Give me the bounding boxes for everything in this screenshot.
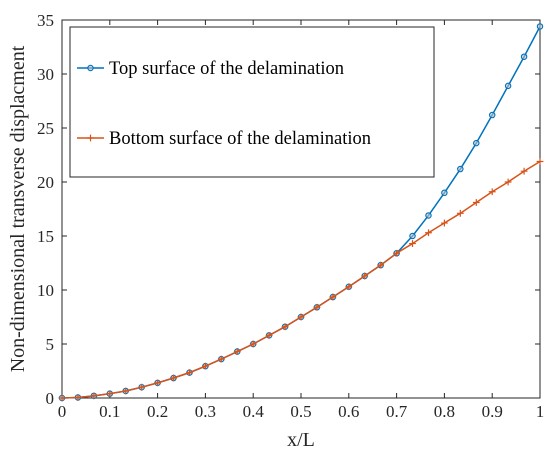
legend-item: Bottom surface of the delamination bbox=[77, 129, 371, 149]
data-point bbox=[233, 348, 241, 355]
data-point bbox=[409, 232, 416, 240]
data-point bbox=[488, 188, 496, 196]
y-tick-label: 20 bbox=[37, 173, 54, 192]
data-point bbox=[361, 272, 369, 280]
x-tick-label: 0 bbox=[58, 402, 67, 421]
data-point bbox=[329, 293, 337, 301]
y-tick-label: 30 bbox=[37, 65, 54, 84]
data-point bbox=[249, 340, 257, 348]
data-point bbox=[536, 23, 544, 30]
data-point bbox=[202, 362, 209, 370]
legend: Top surface of the delamination Bottom su… bbox=[69, 26, 435, 178]
x-tick-label: 0.8 bbox=[434, 402, 455, 421]
legend-label: Top surface of the delamination bbox=[109, 59, 344, 79]
y-tick-label: 10 bbox=[37, 281, 54, 300]
x-tick-label: 0.2 bbox=[147, 402, 168, 421]
legend-label: Bottom surface of the delamination bbox=[109, 129, 371, 149]
data-point bbox=[520, 53, 528, 60]
y-tick-label: 5 bbox=[46, 335, 55, 354]
data-point bbox=[456, 209, 464, 217]
data-point bbox=[217, 355, 225, 363]
data-point bbox=[441, 189, 448, 197]
legend-item: Top surface of the delamination bbox=[77, 59, 344, 79]
data-point bbox=[504, 82, 512, 90]
series-2 bbox=[58, 158, 544, 402]
x-tick-label: 0.6 bbox=[338, 402, 359, 421]
data-point bbox=[488, 111, 496, 119]
data-point bbox=[122, 387, 130, 395]
data-point bbox=[74, 394, 82, 401]
data-point bbox=[473, 139, 480, 147]
x-tick-label: 0.9 bbox=[482, 402, 503, 421]
x-tick-label: 0.3 bbox=[195, 402, 216, 421]
data-point bbox=[106, 390, 114, 398]
series-layer bbox=[58, 23, 544, 402]
data-point bbox=[409, 240, 416, 247]
data-point bbox=[170, 374, 177, 382]
data-point bbox=[90, 392, 98, 400]
y-tick-label: 0 bbox=[46, 389, 55, 408]
y-tick-label: 25 bbox=[37, 119, 54, 138]
legend-marker bbox=[87, 64, 94, 72]
data-point bbox=[425, 229, 432, 237]
axis-ticks: 0 0.1 0.2 0.3 0.4 0.5 0.6 0.7 0.8 0.9 105101520253… bbox=[37, 11, 544, 421]
legend-box bbox=[69, 26, 435, 178]
data-point bbox=[536, 158, 544, 165]
data-point bbox=[472, 199, 480, 206]
data-point bbox=[313, 303, 321, 311]
data-point bbox=[520, 167, 528, 175]
data-point bbox=[441, 219, 448, 227]
data-point bbox=[377, 261, 385, 269]
data-point bbox=[425, 212, 432, 219]
data-point bbox=[504, 178, 512, 186]
x-tick-label: 0.5 bbox=[290, 402, 311, 421]
data-point bbox=[58, 394, 66, 402]
data-point bbox=[138, 383, 146, 391]
data-point bbox=[186, 369, 193, 377]
x-tick-label: 0.7 bbox=[386, 402, 408, 421]
y-tick-label: 35 bbox=[37, 11, 54, 30]
x-tick-label: 0.1 bbox=[99, 402, 120, 421]
data-point bbox=[265, 331, 273, 339]
data-point bbox=[154, 379, 161, 387]
data-point bbox=[297, 313, 305, 321]
data-point bbox=[393, 249, 400, 257]
data-point bbox=[281, 323, 289, 331]
x-tick-label: 0.4 bbox=[243, 402, 265, 421]
data-point bbox=[345, 283, 353, 291]
legend-marker bbox=[87, 134, 94, 142]
y-tick-label: 15 bbox=[37, 227, 54, 246]
x-tick-label: 1 bbox=[536, 402, 545, 421]
x-axis-label: x/L bbox=[287, 429, 315, 451]
data-point bbox=[457, 165, 464, 173]
y-axis-label: Non-dimensional transverse displacment bbox=[7, 45, 29, 372]
